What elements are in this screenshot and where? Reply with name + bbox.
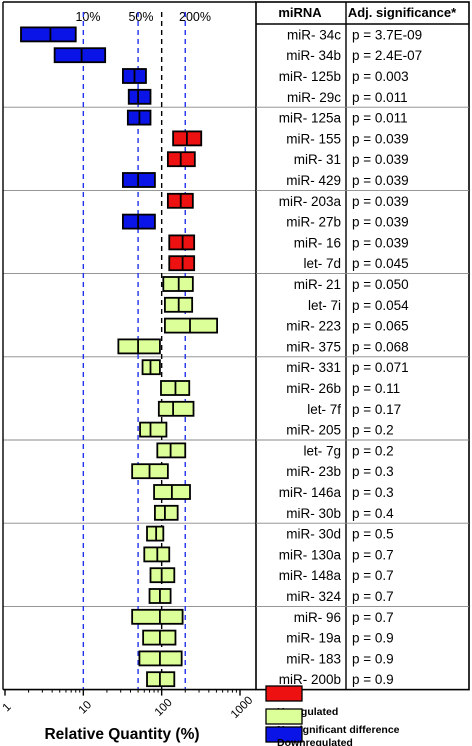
ref-label-10: 10%	[75, 10, 100, 24]
mirna-label: miR- 125a	[279, 111, 342, 126]
mirna-label: let- 7d	[303, 256, 341, 271]
legend-label-down: Downregulated	[277, 737, 353, 746]
p-value: p = 0.065	[352, 319, 409, 334]
mirna-label: let- 7f	[307, 402, 341, 417]
mirna-label: miR- 324	[286, 589, 341, 604]
p-value: p = 0.011	[352, 111, 408, 126]
p-value: p = 0.2	[352, 423, 394, 438]
x-tick-label: 100	[153, 697, 175, 719]
p-value: p = 0.054	[352, 298, 409, 313]
mirna-label: miR- 21	[294, 277, 341, 292]
col-header-mirna: miRNA	[278, 5, 322, 20]
p-value: p = 0.068	[352, 339, 409, 354]
legend-label-ns: No significant difference	[277, 724, 400, 736]
table-frame	[255, 1, 470, 691]
p-value: p = 0.050	[352, 277, 409, 292]
legend: Upregulated No significant difference Do…	[265, 685, 400, 746]
p-value: p = 0.9	[352, 651, 394, 666]
p-value: p = 0.039	[352, 152, 409, 167]
p-value: p = 0.7	[352, 610, 394, 625]
mirna-label: miR- 203a	[279, 194, 342, 209]
mirna-label: miR- 27b	[286, 215, 341, 230]
mirna-label: miR- 26b	[286, 381, 341, 396]
range-bar	[146, 525, 165, 542]
p-value: p = 0.039	[352, 131, 409, 146]
legend-swatch-down	[265, 726, 303, 743]
ref-label-50: 50%	[128, 10, 153, 24]
range-bar	[139, 421, 168, 438]
p-value: p = 0.045	[352, 256, 409, 271]
mirna-label: let- 7i	[308, 298, 341, 313]
mirna-label: miR- 16	[294, 235, 341, 250]
mirna-label: miR- 31	[294, 152, 341, 167]
range-bar	[53, 47, 107, 64]
p-value: p = 0.11	[352, 381, 400, 396]
p-value: p = 0.5	[352, 527, 394, 542]
mirna-label: miR- 125b	[279, 69, 341, 84]
ref-label-200: 200%	[179, 10, 211, 24]
p-value: p = 0.039	[352, 215, 409, 230]
range-bar	[131, 608, 184, 625]
range-bar	[117, 338, 161, 355]
mirna-label: miR- 331	[286, 360, 341, 375]
p-value: p = 0.2	[352, 443, 394, 458]
p-value: p = 0.071	[352, 360, 409, 375]
mirna-label: miR- 34b	[286, 48, 341, 63]
mirna-label: miR- 30d	[286, 527, 341, 542]
mirna-label: miR- 429	[286, 173, 341, 188]
x-axis-title: Relative Quantity (%)	[44, 726, 199, 743]
mirna-label: miR- 375	[286, 339, 341, 354]
p-value: p = 0.3	[352, 464, 394, 479]
p-value: p = 0.17	[352, 402, 401, 417]
x-tick-label: 1000	[229, 694, 256, 721]
range-bar	[164, 317, 218, 334]
mirna-label: miR- 200b	[279, 672, 341, 687]
range-bar	[127, 88, 152, 105]
mirna-label: miR- 19a	[286, 631, 341, 646]
mirna-label: let- 7g	[303, 443, 341, 458]
mirna-label: miR- 223	[286, 319, 341, 334]
legend-swatch-up	[265, 685, 303, 702]
p-value: p = 0.7	[352, 568, 394, 583]
mirna-label: miR- 146a	[279, 485, 342, 500]
mirna-label: miR- 205	[286, 423, 341, 438]
p-value: p = 0.9	[352, 631, 394, 646]
mirna-label: miR- 130a	[279, 547, 342, 562]
x-tick-label: 1	[1, 701, 14, 714]
p-value: p = 0.7	[352, 547, 394, 562]
mirna-label: miR- 34c	[287, 27, 341, 42]
p-value: p = 0.7	[352, 589, 394, 604]
p-value: p = 3.7E-09	[352, 27, 422, 42]
p-value: p = 0.003	[352, 69, 409, 84]
p-value: p = 0.039	[352, 235, 409, 250]
mirna-label: miR- 30b	[286, 506, 341, 521]
range-bar	[154, 504, 179, 521]
range-bar	[157, 400, 195, 417]
mirna-label: miR- 29c	[287, 90, 341, 105]
x-tick-label: 10	[77, 699, 95, 717]
p-value: p = 0.039	[352, 194, 409, 209]
p-value: p = 2.4E-07	[352, 48, 422, 63]
p-value: p = 0.9	[352, 672, 394, 687]
mirna-label: miR- 148a	[279, 568, 342, 583]
range-bar	[20, 26, 77, 43]
mirna-label: miR- 155	[286, 131, 341, 146]
mirna-label: miR- 183	[286, 651, 341, 666]
p-value: p = 0.011	[352, 90, 408, 105]
mirna-label: miR- 23b	[286, 464, 341, 479]
p-value: p = 0.039	[352, 173, 409, 188]
p-value: p = 0.3	[352, 485, 394, 500]
col-header-significance: Adj. significance*	[348, 5, 457, 20]
legend-swatch-ns	[265, 708, 303, 725]
p-value: p = 0.4	[352, 506, 394, 521]
mirna-label: miR- 96	[294, 610, 341, 625]
